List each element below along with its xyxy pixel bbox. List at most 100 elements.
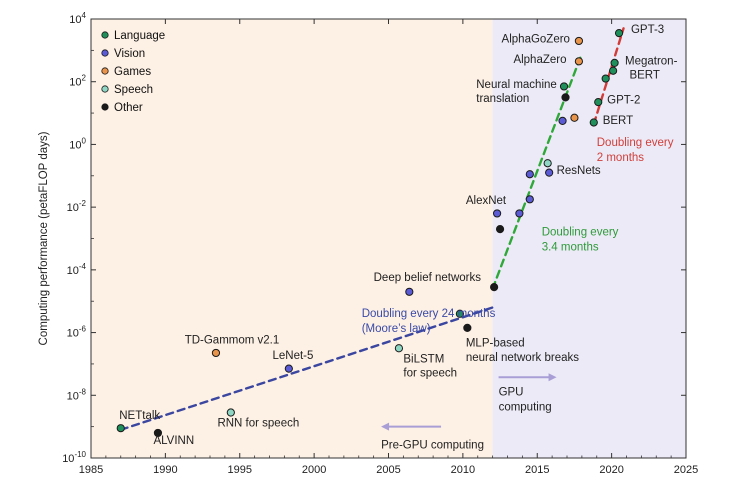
legend-marker-speech [101, 85, 109, 93]
point-label: AlphaGoZero [502, 34, 570, 46]
data-point-other [561, 93, 570, 102]
era-label: GPU [499, 386, 524, 398]
data-points [116, 29, 624, 438]
legend-marker-other [101, 103, 109, 111]
y-tick-label: 104 [69, 11, 86, 26]
era-label: computing [499, 401, 552, 413]
point-label: Neural machine [476, 79, 557, 91]
point-label: ALVINN [153, 435, 194, 447]
axes: 1985 1990 1995 2000 2005 2010 2015 2020 2025 104 1… [62, 11, 698, 476]
point-label: BiLSTM [403, 353, 444, 365]
annotation-recent: 2 months [597, 152, 645, 164]
x-tick-label: 2005 [376, 464, 400, 476]
legend-label-language: Language [114, 30, 165, 42]
data-point-vision [492, 209, 502, 218]
point-label: ResNets [557, 165, 601, 177]
x-tick-label: 2020 [599, 464, 623, 476]
annotation-moore: (Moore’s law) [362, 323, 431, 335]
point-label: translation [476, 93, 529, 105]
data-point-vision [405, 287, 414, 296]
data-point-language [601, 74, 610, 83]
data-point-language [559, 82, 569, 91]
legend-marker-vision [101, 49, 109, 57]
era-label: Pre-GPU computing [381, 440, 484, 452]
data-point-vision [558, 116, 567, 126]
era-arrow-head [381, 422, 390, 431]
data-point-other [153, 428, 163, 438]
x-tick-label: 2015 [525, 464, 549, 476]
data-point-vision [545, 168, 554, 177]
y-tick-label: 10-2 [67, 199, 87, 214]
data-point-games [570, 113, 579, 122]
data-point-language [609, 66, 618, 75]
annotations: Doubling every 24 months (Moore’s law) Dou… [362, 137, 674, 452]
y-tick-label: 10-10 [62, 450, 86, 465]
point-label: BERT [603, 115, 633, 127]
data-point-games [574, 57, 584, 66]
x-tick-label: 1985 [79, 464, 103, 476]
legend-label-speech: Speech [114, 84, 153, 96]
point-label: TD-Gammom v2.1 [185, 335, 280, 347]
legend-marker-language [101, 31, 109, 39]
data-point-language [455, 309, 464, 318]
data-point-other [463, 323, 472, 332]
legend-label-other: Other [114, 102, 143, 114]
data-point-language [116, 424, 125, 433]
legend-label-games: Games [114, 66, 151, 78]
x-tick-label: 2025 [674, 464, 698, 476]
data-point-vision [284, 364, 293, 373]
data-point-other [495, 224, 505, 234]
data-point-games [211, 348, 221, 358]
point-label: MLP-based [466, 338, 525, 350]
point-label: Megatron- [625, 55, 678, 67]
annotation-moore: Doubling every 24 months [362, 308, 496, 320]
point-label: AlexNet [466, 195, 507, 207]
era-backgrounds [91, 19, 686, 458]
point-label: Deep belief networks [374, 272, 482, 284]
y-tick-label: 102 [69, 74, 86, 89]
data-point-vision [525, 195, 534, 204]
data-point-language [610, 58, 619, 68]
y-tick-label: 10-4 [67, 262, 87, 277]
annotation-gpu: Doubling every [542, 226, 619, 238]
data-point-language [614, 29, 624, 38]
point-labels: NETtalk ALVINN TD-Gammom v2.1 RNN for speec… [119, 24, 677, 447]
point-label: neural network breaks [466, 352, 579, 364]
trend-line-moore [119, 306, 494, 431]
data-point-games [574, 36, 584, 46]
y-tick-label: 10-8 [67, 387, 87, 402]
point-label: RNN for speech [217, 418, 299, 430]
y-axis-label: Computing performance (petaFLOP days) [38, 131, 50, 345]
data-point-speech [394, 344, 404, 353]
annotation-recent: Doubling every [597, 137, 674, 149]
data-point-language [589, 118, 598, 127]
trend-line-gpu [491, 52, 584, 290]
y-tick-label: 10-6 [67, 325, 87, 340]
data-point-speech [543, 159, 552, 168]
data-point-other [490, 283, 499, 292]
x-tick-label: 2000 [302, 464, 326, 476]
data-point-vision [515, 209, 524, 218]
x-tick-label: 1990 [153, 464, 177, 476]
point-label: NETtalk [119, 410, 160, 422]
pre-gpu-era-region [91, 19, 493, 458]
data-point-speech [226, 408, 235, 417]
point-label: AlphaZero [513, 54, 566, 66]
data-point-language [594, 97, 603, 107]
x-tick-label: 2010 [451, 464, 475, 476]
legend: Language Vision Games Speech Other [101, 30, 165, 114]
point-label: GPT-2 [607, 95, 640, 107]
point-label: LeNet-5 [272, 350, 313, 362]
data-point-vision [525, 170, 534, 179]
legend-label-vision: Vision [114, 48, 145, 60]
point-label: GPT-3 [631, 24, 664, 36]
annotation-gpu: 3.4 months [542, 241, 599, 253]
point-label: BERT [629, 70, 659, 82]
x-tick-label: 1995 [228, 464, 252, 476]
era-arrow-head [548, 373, 557, 382]
legend-marker-games [101, 67, 109, 75]
gpu-era-region [492, 19, 686, 458]
point-label: for speech [403, 367, 457, 379]
y-tick-label: 100 [69, 136, 86, 151]
